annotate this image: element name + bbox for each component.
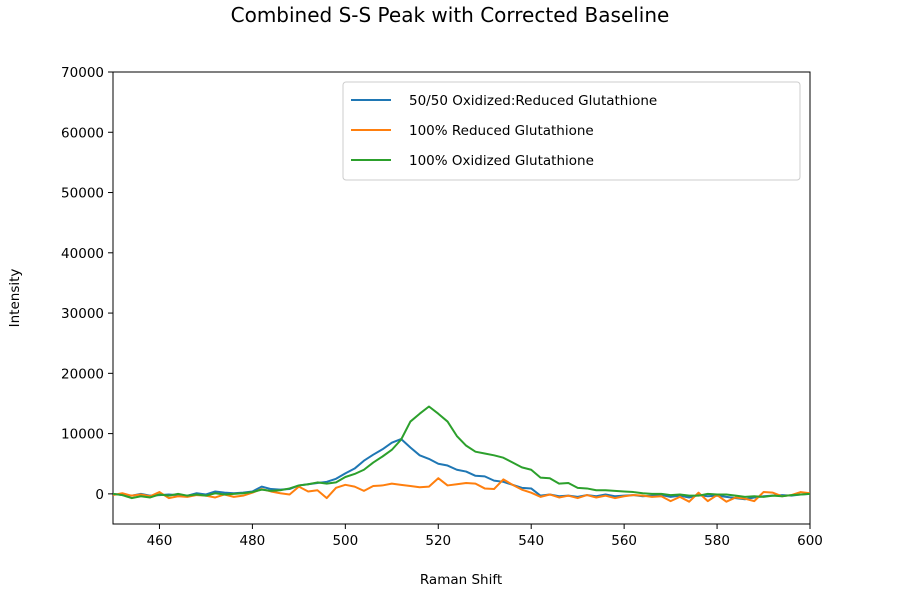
y-tick-label: 60000	[61, 125, 104, 141]
y-axis-label: Intensity	[7, 269, 23, 328]
series-line-2	[113, 477, 810, 503]
y-tick-label: 30000	[61, 306, 104, 322]
x-tick-label: 560	[611, 533, 637, 549]
x-tick-label: 500	[332, 533, 358, 549]
legend-label: 50/50 Oxidized:Reduced Glutathione	[409, 93, 657, 109]
x-tick-label: 580	[704, 533, 730, 549]
y-tick-label: 40000	[61, 246, 104, 262]
legend-label: 100% Oxidized Glutathione	[409, 153, 594, 169]
legend: 50/50 Oxidized:Reduced Glutathione 100% R…	[342, 81, 801, 181]
y-axis: 0 10000 20000 30000 40000 50000 60000 70000	[61, 65, 113, 503]
series-line-3	[113, 405, 810, 500]
chart-title: Combined S-S Peak with Corrected Baselin…	[231, 3, 670, 27]
x-tick-label: 540	[518, 533, 544, 549]
x-tick-label: 520	[425, 533, 451, 549]
x-axis: 460 480 500 520 540 560 580 600	[147, 524, 823, 549]
y-tick-label: 20000	[61, 366, 104, 382]
x-tick-label: 600	[797, 533, 823, 549]
y-tick-label: 50000	[61, 186, 104, 202]
y-tick-label: 0	[95, 487, 104, 503]
legend-box	[342, 81, 801, 181]
x-tick-label: 480	[240, 533, 266, 549]
y-tick-label: 10000	[61, 427, 104, 443]
x-tick-label: 460	[147, 533, 173, 549]
legend-label: 100% Reduced Glutathione	[409, 123, 594, 139]
series-lines	[113, 405, 810, 503]
x-axis-label: Raman Shift	[420, 572, 502, 588]
y-tick-label: 70000	[61, 65, 104, 81]
